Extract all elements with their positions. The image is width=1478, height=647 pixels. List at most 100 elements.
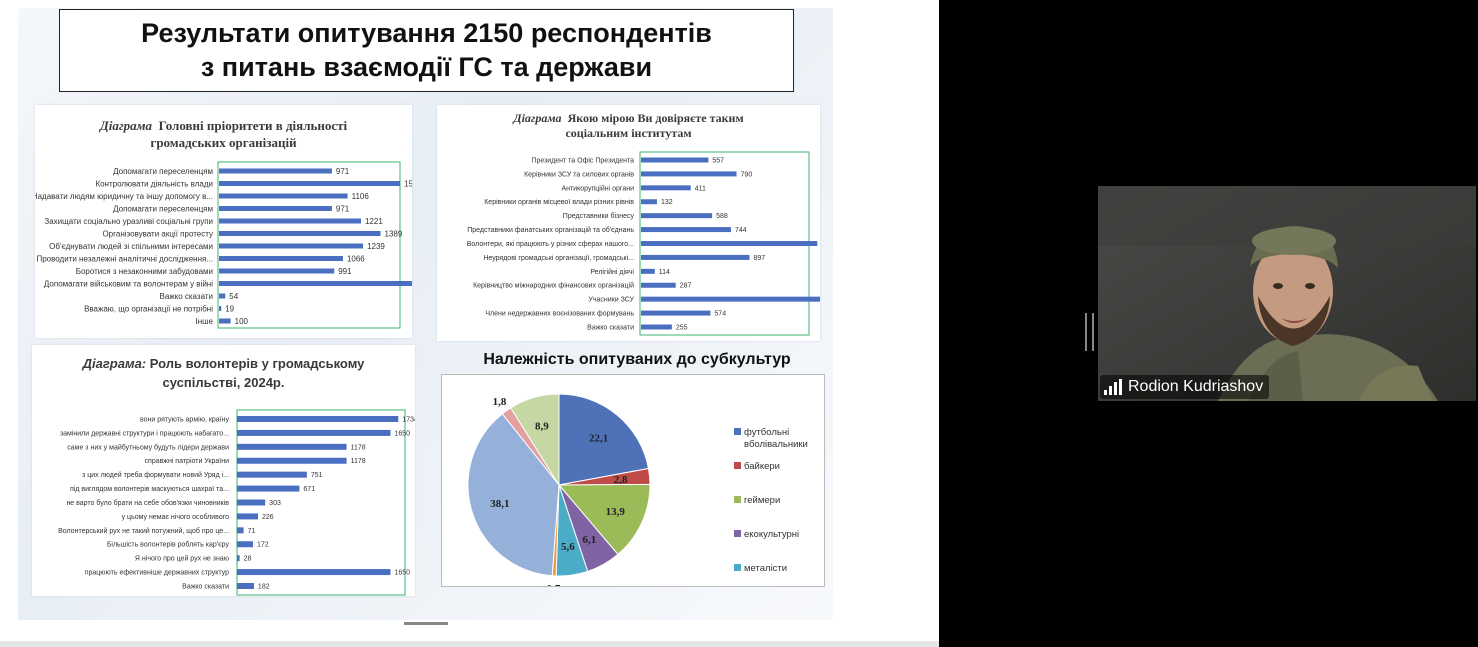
value-label: 182	[258, 583, 270, 590]
category-label: працюють ефективніше державних структур	[85, 569, 229, 577]
bar	[641, 157, 709, 163]
category-label: Допомагати переселенцям	[113, 167, 213, 176]
category-label: Керівники органів місцевої влади різних …	[484, 198, 634, 206]
value-label: 226	[262, 514, 274, 521]
bar	[219, 318, 231, 324]
value-label: 132	[661, 199, 673, 206]
value-label: 1178	[351, 444, 366, 451]
category-label: Контролювати діяльність влади	[95, 179, 213, 188]
value-label: 303	[269, 500, 281, 507]
panel-resize-handle[interactable]	[1085, 313, 1094, 351]
shared-screen: Результати опитування 2150 респондентів …	[0, 0, 939, 647]
category-label: Важко сказати	[182, 583, 229, 590]
value-label: 751	[311, 472, 323, 479]
bar	[641, 213, 713, 219]
bar-chart-priorities: Допомагати переселенцям 971 Контролювати д…	[35, 161, 412, 329]
slice-label: 1,8	[493, 396, 507, 408]
category-label: Об'єднувати людей зі спільними інтересам…	[49, 242, 213, 251]
participant-name: Rodion Kudriashov	[1128, 378, 1264, 395]
chart-title-text: Якою мірою Ви довіряєте таким соціальним…	[565, 111, 744, 140]
bar	[237, 499, 266, 506]
slice-label: 2,8	[614, 474, 628, 486]
category-label: Президент та Офіс Президента	[531, 156, 634, 164]
bar	[219, 281, 412, 286]
plot-frame	[217, 161, 401, 329]
slice-label: 8,9	[535, 421, 549, 433]
category-label: саме з них у майбутньому будуть лідери д…	[67, 443, 229, 451]
pie-slice	[510, 393, 560, 487]
bar	[641, 268, 655, 274]
value-label: 991	[338, 267, 352, 276]
bar	[237, 569, 391, 576]
participant-name-tag: Rodion Kudriashov	[1100, 375, 1270, 399]
category-label: Вважаю, що організації не потрібні	[84, 304, 213, 313]
value-label: 897	[753, 255, 765, 262]
category-label: під виглядом волонтерів маскуються шахра…	[70, 485, 229, 493]
value-label: 671	[303, 486, 315, 493]
bar	[641, 171, 737, 177]
category-label: Інше	[195, 317, 213, 326]
value-label: 1389	[385, 229, 403, 238]
slice-label: 5,6	[561, 541, 575, 553]
value-label: 287	[680, 283, 692, 290]
category-label: Я нічого про цей рух не знаю	[135, 555, 229, 563]
bar	[237, 457, 347, 464]
category-label: Представники бізнесу	[563, 212, 635, 220]
bar	[219, 256, 343, 261]
slide-title: Результати опитування 2150 респондентів …	[59, 9, 794, 92]
presentation-slide: Результати опитування 2150 респондентів …	[18, 8, 833, 620]
category-label: Захищати соціально уразливі соціальні гр…	[44, 217, 213, 226]
category-label: Більшість волонтерів роблять кар'єру	[107, 541, 230, 549]
legend-label: футбольні	[744, 427, 789, 438]
bar-chart-volunteers: вони рятують армію, країну 1734 замінили д…	[58, 409, 415, 596]
bar	[219, 231, 381, 236]
value-label: 971	[336, 167, 350, 176]
category-label: Боротися з незаконними забудовами	[76, 267, 213, 276]
bar	[219, 268, 335, 274]
category-label: у цьому немає нічого особливого	[122, 513, 229, 521]
legend-swatch	[734, 462, 741, 469]
value-label: 744	[735, 227, 747, 234]
category-label: Допомагати військовим та волонтерам у ві…	[44, 279, 213, 288]
value-label: 411	[695, 185, 706, 192]
pie-slice	[467, 413, 560, 577]
bar	[237, 416, 399, 422]
legend-swatch	[734, 496, 741, 503]
value-label: 255	[676, 324, 688, 331]
value-label: 1650	[394, 430, 410, 437]
slide-title-line-1: Результати опитування 2150 респондентів	[141, 18, 712, 48]
category-label: Антикорупційні органи	[562, 184, 635, 192]
bar	[641, 241, 818, 246]
bar	[237, 583, 254, 589]
participant-video-tile[interactable]: Rodion Kudriashov	[1098, 186, 1476, 401]
legend-label-cont: вболівальники	[744, 439, 808, 450]
bar	[237, 541, 253, 548]
category-label: Допомагати переселенцям	[113, 204, 213, 213]
pie-slice	[557, 483, 651, 556]
category-label: вони рятують армію, країну	[140, 415, 229, 423]
bar	[641, 296, 820, 302]
value-label: 1178	[351, 458, 366, 465]
slice-label: 13,9	[606, 506, 626, 518]
category-label: Учасники ЗСУ	[588, 297, 634, 304]
category-label: Важко сказати	[159, 292, 213, 301]
legend-label: байкери	[744, 461, 780, 472]
chart-title-prefix: Діаграма:	[82, 356, 147, 371]
category-label: Керівники ЗСУ та силових органів	[524, 170, 634, 178]
bar	[219, 306, 222, 311]
bar-chart-trust: Президент та Офіс Президента 557 Керівники…	[467, 151, 820, 336]
value-label: 574	[714, 311, 726, 318]
chart-title-text: Головні пріоритети в діяльності громадсь…	[150, 118, 348, 150]
bar	[237, 443, 347, 450]
chart-panel-trust: Діаграма Якою мірою Ви довіряєте таким с…	[437, 105, 820, 341]
category-label: не варто було брати на себе обов'язки чи…	[66, 499, 229, 507]
category-label: Волонтерський рух не такий потужний, щоб…	[58, 527, 229, 535]
bar	[641, 282, 676, 288]
value-label: 1221	[365, 217, 383, 226]
category-label: Волонтери, які працюють у різних сферах …	[467, 240, 634, 248]
value-label: 19	[225, 304, 234, 313]
bar	[219, 243, 364, 249]
signal-bars-icon	[1104, 379, 1122, 395]
category-label: Керівництво міжнародних фінансових орган…	[473, 282, 634, 290]
category-label: справжні патріоти України	[145, 457, 230, 465]
